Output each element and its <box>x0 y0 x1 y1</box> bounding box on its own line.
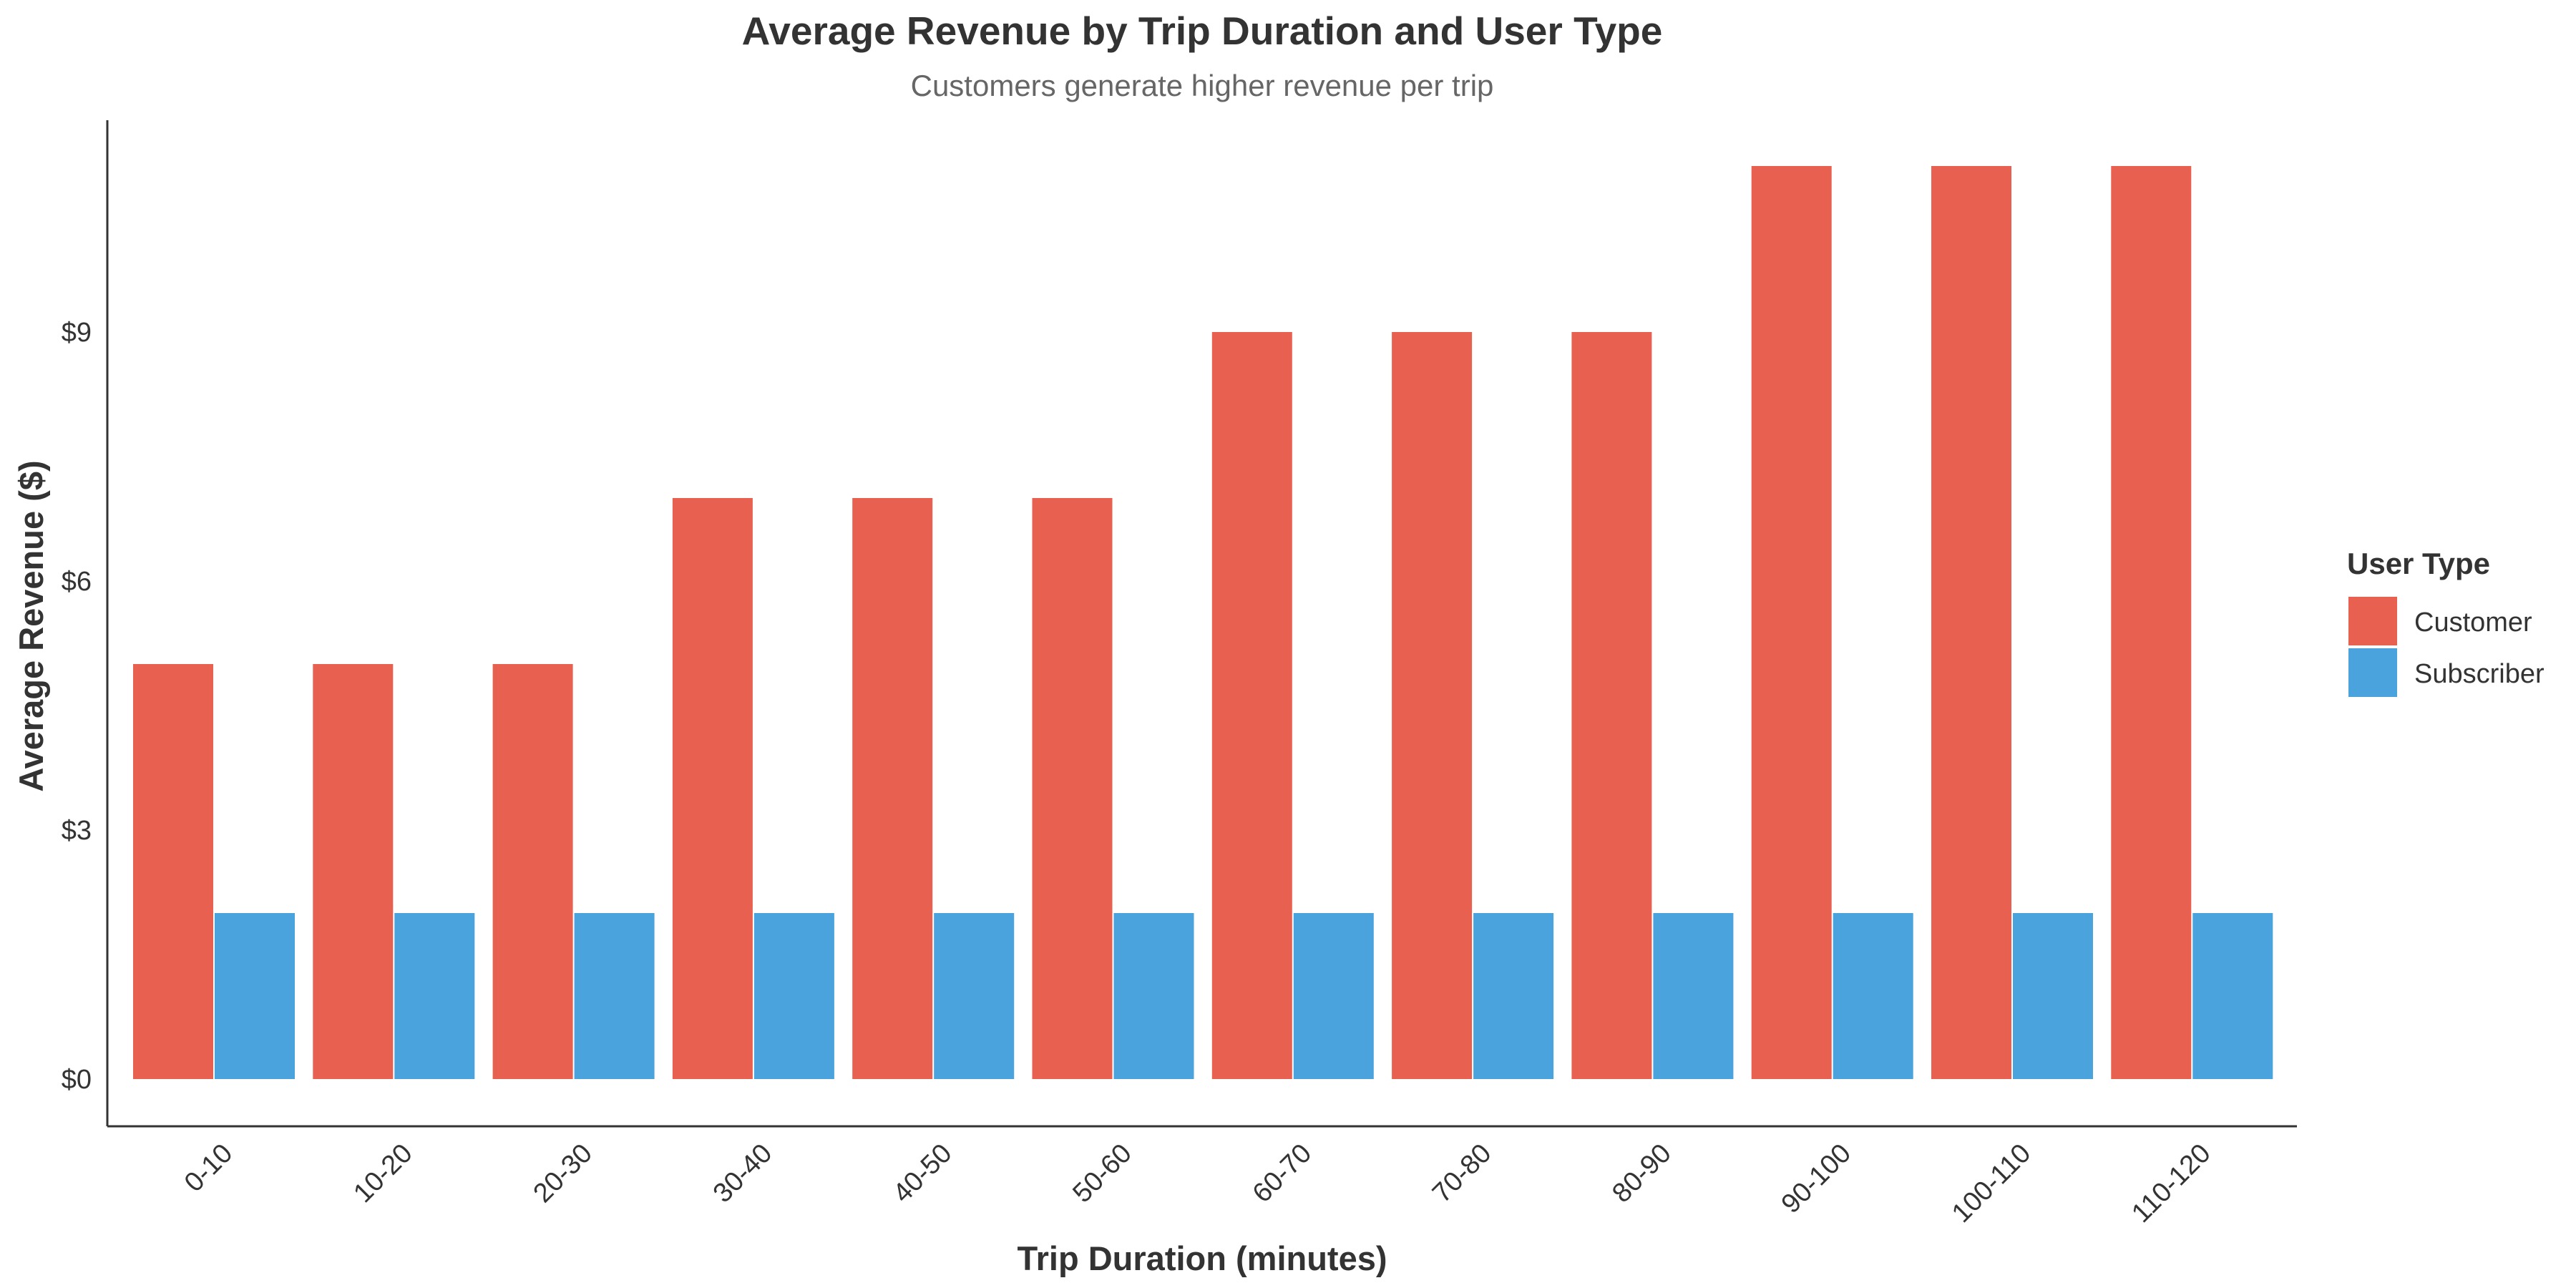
x-axis-title: Trip Duration (minutes) <box>1018 1239 1387 1277</box>
x-tick-label: 110-120 <box>2126 1138 2216 1229</box>
bar-subscriber-30-40 <box>753 913 834 1079</box>
bar-customer-100-110 <box>1931 166 2011 1079</box>
legend-title: User Type <box>2347 547 2490 580</box>
bar-subscriber-50-60 <box>1113 913 1194 1079</box>
bar-subscriber-100-110 <box>2013 913 2093 1079</box>
bar-subscriber-110-120 <box>2192 913 2273 1079</box>
x-tick-label: 80-90 <box>1606 1138 1677 1209</box>
bar-customer-70-80 <box>1392 332 1473 1079</box>
x-tick-label: 30-40 <box>708 1138 778 1209</box>
bars <box>133 166 2273 1079</box>
y-axis-ticks: $0 $3 $6 $9 <box>62 318 92 1095</box>
bar-customer-80-90 <box>1571 332 1652 1079</box>
bar-customer-10-20 <box>313 664 394 1079</box>
x-tick-label: 10-20 <box>348 1138 418 1209</box>
legend-swatch-customer <box>2348 597 2397 645</box>
bar-customer-60-70 <box>1211 332 1292 1079</box>
x-tick-label: 90-100 <box>1776 1138 1857 1219</box>
chart-subtitle: Customers generate higher revenue per tr… <box>911 69 1494 102</box>
bar-customer-20-30 <box>492 664 573 1079</box>
bar-customer-90-100 <box>1751 166 1832 1079</box>
bar-subscriber-70-80 <box>1473 913 1554 1079</box>
legend-label-subscriber: Subscriber <box>2414 659 2545 689</box>
bar-customer-110-120 <box>2111 166 2192 1079</box>
x-axis-ticks: 0-10 10-20 20-30 30-40 40-50 50-60 60-70 70-80 8… <box>179 1138 2217 1229</box>
bar-subscriber-60-70 <box>1293 913 1374 1079</box>
legend-swatch-subscriber <box>2348 648 2397 697</box>
bar-customer-0-10 <box>133 664 213 1079</box>
y-tick-label: $9 <box>62 318 92 348</box>
bar-subscriber-80-90 <box>1653 913 1734 1079</box>
bar-subscriber-10-20 <box>394 913 475 1079</box>
bar-customer-50-60 <box>1032 498 1113 1079</box>
x-tick-label: 60-70 <box>1247 1138 1317 1209</box>
x-tick-label: 40-50 <box>887 1138 957 1209</box>
y-tick-label: $0 <box>62 1065 92 1095</box>
legend-label-customer: Customer <box>2414 608 2532 638</box>
x-tick-label: 70-80 <box>1427 1138 1497 1209</box>
x-tick-label: 100-110 <box>1946 1138 2036 1229</box>
x-tick-label: 50-60 <box>1067 1138 1137 1209</box>
y-axis-title: Average Revenue ($) <box>12 460 50 791</box>
y-tick-label: $3 <box>62 816 92 846</box>
x-tick-label: 0-10 <box>179 1138 238 1198</box>
bar-subscriber-0-10 <box>215 913 295 1079</box>
legend-items: Customer Subscriber <box>2348 597 2545 697</box>
chart-title: Average Revenue by Trip Duration and Use… <box>742 9 1663 53</box>
y-tick-label: $6 <box>62 567 92 597</box>
bar-customer-40-50 <box>852 498 933 1079</box>
x-tick-label: 20-30 <box>528 1138 598 1209</box>
bar-customer-30-40 <box>672 498 753 1079</box>
bar-subscriber-20-30 <box>574 913 655 1079</box>
bar-subscriber-90-100 <box>1833 913 1913 1079</box>
legend: User Type Customer Subscriber <box>2347 547 2545 697</box>
bar-subscriber-40-50 <box>934 913 1015 1079</box>
